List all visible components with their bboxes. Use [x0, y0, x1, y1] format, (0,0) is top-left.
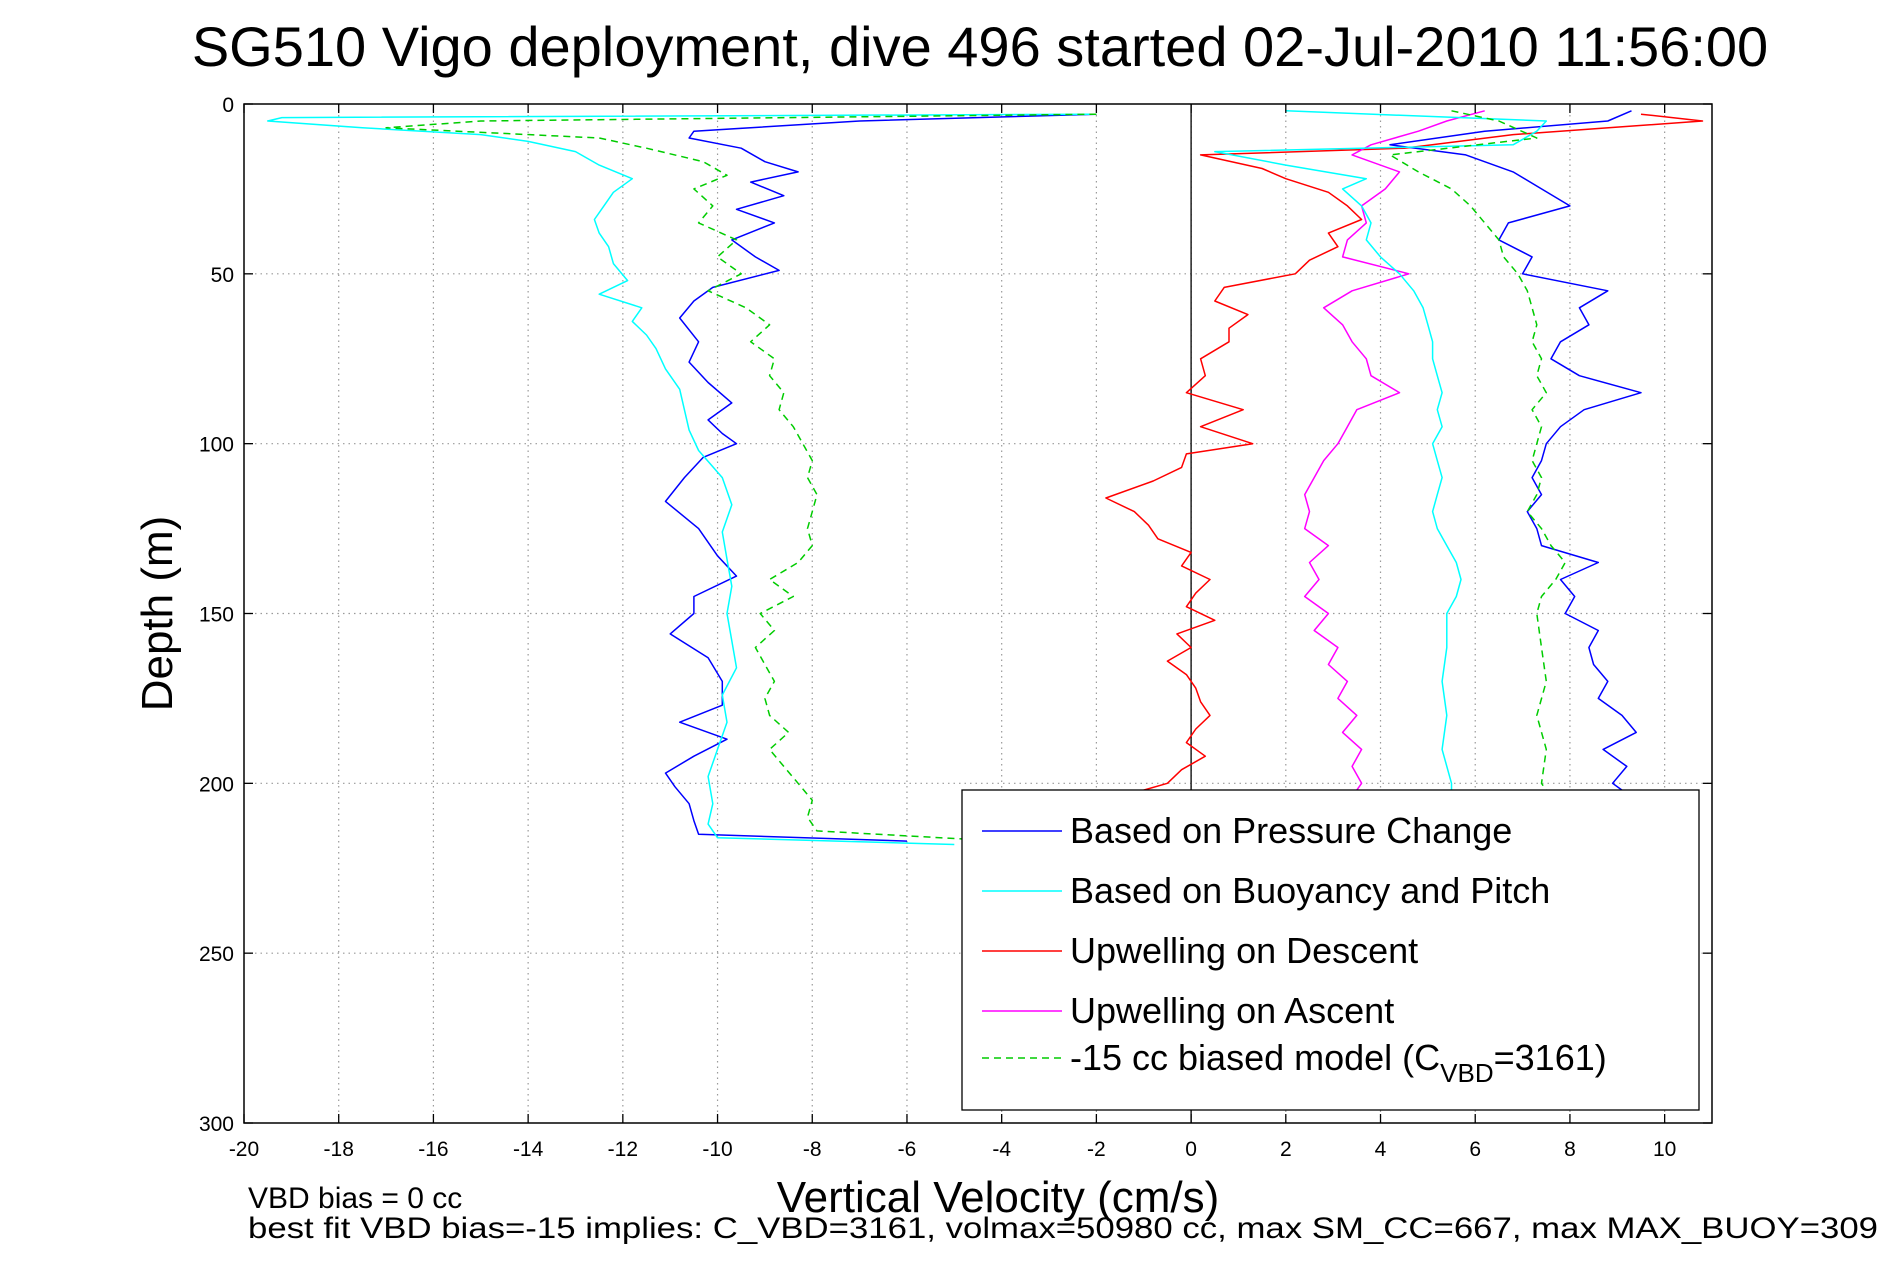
y-tick-label: 50	[211, 264, 234, 287]
x-tick-label: -14	[513, 1138, 544, 1161]
y-tick-label: 0	[222, 94, 234, 117]
x-tick-label: 6	[1469, 1138, 1481, 1161]
legend-label-0: Based on Pressure Change	[1070, 810, 1512, 851]
legend-box	[961, 789, 1700, 1111]
x-tick-label: -2	[1087, 1138, 1106, 1161]
legend-label-4: -15 cc biased model (CVBD=3161)	[1070, 1037, 1607, 1088]
series-line-0	[664, 113, 1097, 842]
y-tick-label: 300	[199, 1113, 234, 1136]
series-line-7	[1389, 110, 1566, 791]
series-line-4	[385, 113, 1097, 842]
x-tick-label: -4	[992, 1138, 1011, 1161]
x-tick-label: -20	[229, 1138, 259, 1161]
series-layer	[266, 110, 1704, 846]
y-tick-label: 250	[199, 943, 234, 966]
legend-label-1: Based on Buoyancy and Pitch	[1070, 870, 1550, 911]
y-tick-label: 200	[199, 773, 234, 796]
series-line-1	[266, 113, 1097, 846]
x-axis-label: Vertical Velocity (cm/s)	[777, 1173, 1220, 1222]
x-tick-label: 0	[1185, 1138, 1197, 1161]
y-tick-label: 150	[199, 604, 234, 627]
legend-label-2: Upwelling on Descent	[1070, 930, 1418, 971]
x-tick-label: -6	[898, 1138, 917, 1161]
annotation-vbd-bias: VBD bias = 0 cc	[248, 1182, 462, 1215]
x-tick-label: 8	[1564, 1138, 1576, 1161]
series-line-5	[1389, 110, 1642, 791]
x-tick-label: 4	[1375, 1138, 1387, 1161]
series-line-6	[1214, 110, 1548, 791]
x-tick-label: 10	[1653, 1138, 1676, 1161]
x-tick-label: -8	[803, 1138, 822, 1161]
x-tick-label: -12	[608, 1138, 638, 1161]
y-tick-label: 100	[199, 434, 234, 457]
legend-label-3: Upwelling on Ascent	[1070, 990, 1394, 1031]
legend: Based on Pressure Change Based on Buoyanc…	[961, 789, 1700, 1111]
y-axis-label: Depth (m)	[133, 516, 182, 712]
series-line-2	[1105, 113, 1704, 791]
chart-title: SG510 Vigo deployment, dive 496 started …	[192, 15, 1768, 78]
series-line-3	[1303, 110, 1485, 791]
x-tick-label: -16	[418, 1138, 448, 1161]
annotation-best-fit: best fit VBD bias=-15 implies: C_VBD=316…	[248, 1212, 1878, 1245]
tick-layer: -20 -18 -16 -14 -12 -10 -8 -6 -4 -2 0 2 4 6 8 100501001…	[199, 94, 1712, 1161]
x-tick-label: 2	[1280, 1138, 1292, 1161]
x-tick-label: -10	[702, 1138, 732, 1161]
x-tick-label: -18	[324, 1138, 354, 1161]
legend-items: Based on Pressure Change Based on Buoyanc…	[982, 810, 1607, 1088]
